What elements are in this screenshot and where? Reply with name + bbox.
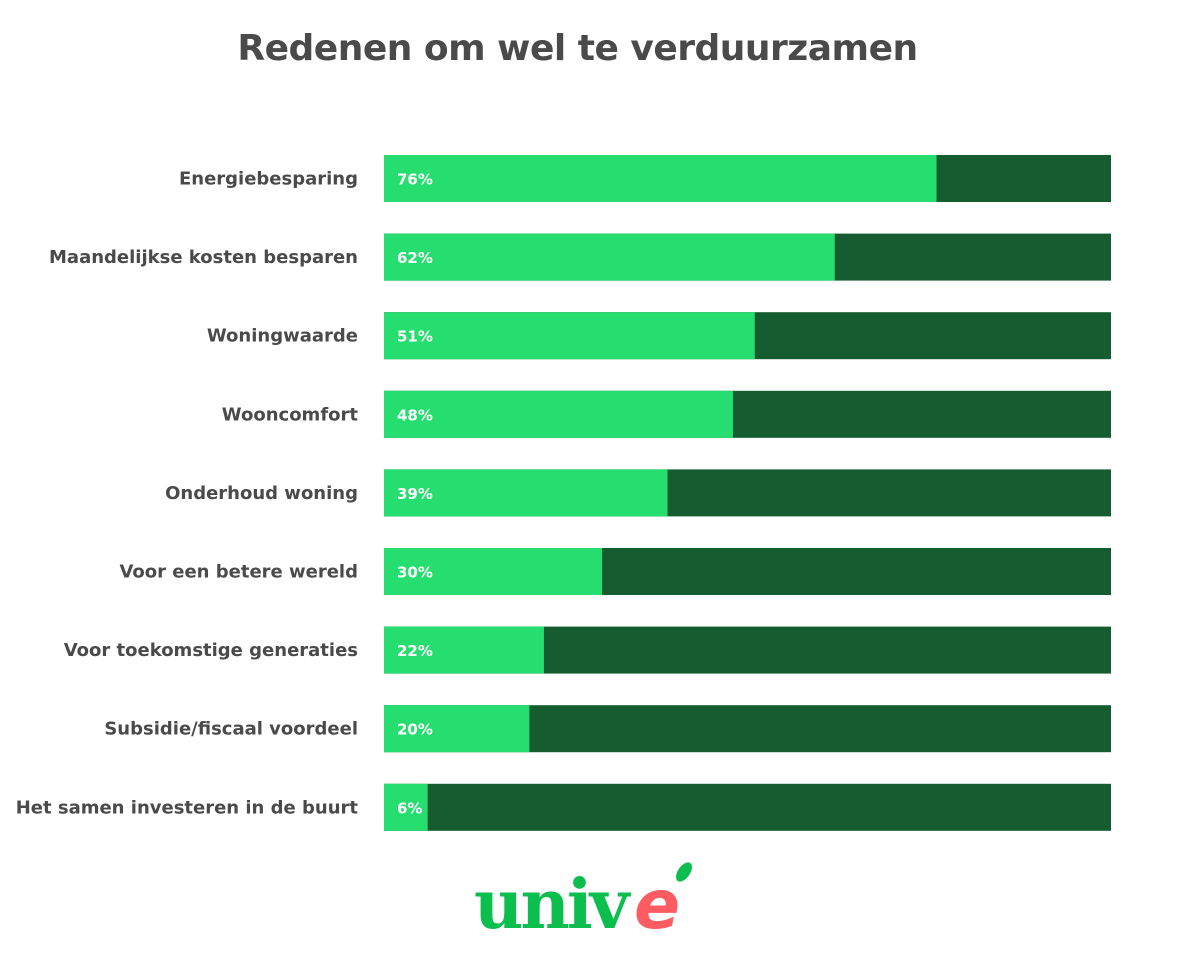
category-label: Woningwaarde: [207, 326, 358, 347]
data-label: 51%: [397, 328, 433, 346]
svg-text:univ: univ: [474, 865, 632, 938]
bar-value: [384, 783, 428, 831]
bar-value: [384, 705, 530, 753]
bar-value: [384, 548, 603, 595]
data-label: 62%: [397, 249, 433, 267]
data-label: 39%: [397, 485, 433, 503]
data-label: 30%: [397, 564, 433, 582]
category-label: Maandelijkse kosten besparen: [49, 247, 358, 268]
bar-value: [384, 626, 544, 674]
chart-title: Redenen om wel te verduurzamen: [237, 28, 918, 69]
data-label: 48%: [397, 406, 433, 424]
unive-logo: univ e: [474, 862, 692, 938]
data-label: 6%: [397, 799, 422, 817]
bar-chart: Energiebesparing 76% Maandelijkse kosten b…: [16, 155, 1111, 831]
bar-remainder: [384, 783, 1111, 831]
category-label: Het samen investeren in de buurt: [16, 797, 359, 818]
category-label: Voor toekomstige generaties: [64, 640, 358, 661]
category-label: Onderhoud woning: [165, 483, 358, 504]
bar-value: [384, 155, 937, 202]
category-label: Energiebesparing: [179, 169, 358, 190]
bar-value: [384, 469, 668, 517]
data-label: 22%: [397, 642, 433, 660]
data-label: 20%: [397, 721, 433, 739]
bar-value: [384, 390, 733, 438]
svg-text:e: e: [634, 866, 680, 938]
category-label: Wooncomfort: [222, 404, 359, 425]
data-label: 76%: [397, 171, 433, 189]
bar-value: [384, 312, 755, 360]
category-label: Voor een betere wereld: [119, 562, 358, 583]
category-label: Subsidie/fiscaal voordeel: [104, 719, 358, 740]
bar-value: [384, 233, 835, 281]
